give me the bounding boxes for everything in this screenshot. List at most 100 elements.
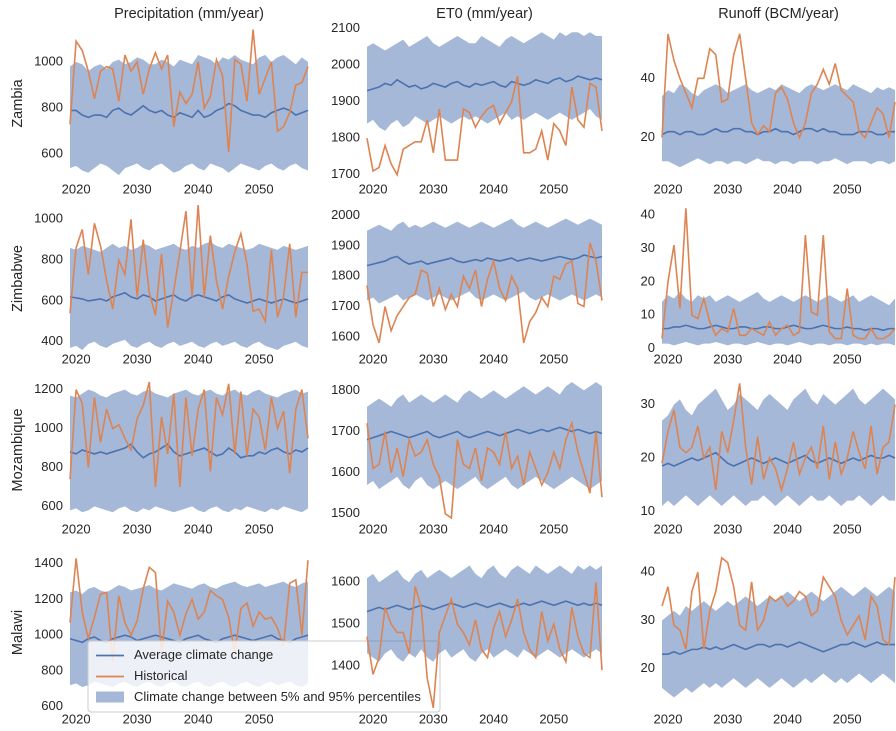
y-tick-label: 800 xyxy=(41,252,63,267)
y-tick-label: 1000 xyxy=(34,420,63,435)
x-tick-label: 2030 xyxy=(713,711,742,726)
x-tick-label: 2050 xyxy=(539,351,568,366)
x-tick-label: 2020 xyxy=(654,521,683,536)
subplot: Malawi 600 800 1000 1200 1400 2020 2030 2040 2050… xyxy=(10,555,441,726)
x-tick-label: 2050 xyxy=(245,351,274,366)
x-tick-label: 2040 xyxy=(479,351,508,366)
x-tick-label: 2020 xyxy=(62,181,91,196)
y-tick-label: 1700 xyxy=(331,298,360,313)
series-line xyxy=(69,381,309,488)
x-tick-label: 2050 xyxy=(245,521,274,536)
y-tick-label: 1900 xyxy=(331,237,360,252)
x-tick-label: 2050 xyxy=(539,521,568,536)
x-tick-label: 2040 xyxy=(184,181,213,196)
x-tick-label: 2030 xyxy=(713,181,742,196)
y-tick-label: 10 xyxy=(641,307,655,322)
subplot: ET0 (mm/year) 1700 1800 1900 2000 2100 2020 203… xyxy=(331,6,603,196)
y-tick-label: 1800 xyxy=(331,268,360,283)
y-tick-label: 1900 xyxy=(331,93,360,108)
subplot-title: Runoff (BCM/year) xyxy=(718,6,839,22)
y-tick-label: 20 xyxy=(641,660,655,675)
x-tick-label: 2030 xyxy=(123,711,152,726)
series-line xyxy=(69,29,309,153)
x-tick-label: 2020 xyxy=(359,181,388,196)
x-tick-label: 2030 xyxy=(123,521,152,536)
legend-swatch xyxy=(96,691,124,703)
y-tick-label: 20 xyxy=(641,129,655,144)
x-tick-label: 2050 xyxy=(245,181,274,196)
legend-label: Climate change between 5% and 95% percen… xyxy=(134,689,421,704)
series-line xyxy=(661,208,896,340)
row-label: Mozambique xyxy=(10,408,26,491)
series-line xyxy=(366,600,603,613)
y-tick-label: 1500 xyxy=(331,505,360,520)
series-line xyxy=(662,641,895,656)
series-line xyxy=(661,127,895,136)
x-tick-label: 2040 xyxy=(479,181,508,196)
y-tick-label: 2100 xyxy=(331,20,360,35)
x-tick-label: 2020 xyxy=(62,711,91,726)
y-tick-label: 20 xyxy=(641,449,655,464)
series-line xyxy=(661,383,896,493)
row-label: Zambia xyxy=(10,78,26,127)
series-line xyxy=(69,291,309,304)
y-tick-label: 1200 xyxy=(34,591,63,606)
x-tick-label: 2040 xyxy=(184,521,213,536)
x-tick-label: 2020 xyxy=(359,351,388,366)
series-line xyxy=(366,254,603,267)
x-tick-label: 2040 xyxy=(479,711,508,726)
series-line xyxy=(366,582,603,708)
x-tick-label: 2030 xyxy=(123,351,152,366)
x-tick-label: 2030 xyxy=(713,521,742,536)
x-tick-label: 2030 xyxy=(419,521,448,536)
legend-label: Historical xyxy=(134,668,188,683)
series-line xyxy=(69,204,308,328)
x-tick-label: 2020 xyxy=(654,711,683,726)
y-tick-label: 2000 xyxy=(331,207,360,222)
x-tick-label: 2030 xyxy=(123,181,152,196)
x-tick-label: 2050 xyxy=(539,181,568,196)
y-tick-label: 1600 xyxy=(331,464,360,479)
y-tick-label: 1600 xyxy=(331,328,360,343)
legend-label: Average climate change xyxy=(134,647,273,662)
x-tick-label: 2030 xyxy=(419,181,448,196)
legend-box xyxy=(87,640,441,713)
x-tick-label: 2040 xyxy=(773,521,802,536)
y-tick-label: 600 xyxy=(41,498,63,513)
y-tick-label: 800 xyxy=(41,662,63,677)
series-line xyxy=(366,242,603,344)
x-tick-label: 2040 xyxy=(773,711,802,726)
y-tick-label: 1800 xyxy=(331,382,360,397)
series-line xyxy=(661,451,896,467)
x-tick-label: 2020 xyxy=(62,351,91,366)
x-tick-label: 2040 xyxy=(184,711,213,726)
y-tick-label: 600 xyxy=(41,292,63,307)
x-tick-label: 2050 xyxy=(539,711,568,726)
y-tick-label: 20 xyxy=(641,273,655,288)
series-line xyxy=(366,75,603,177)
y-tick-label: 1200 xyxy=(34,381,63,396)
y-tick-label: 10 xyxy=(641,503,655,518)
y-tick-label: 1000 xyxy=(34,53,63,68)
percentile-band xyxy=(662,388,895,506)
x-tick-label: 2040 xyxy=(184,351,213,366)
y-tick-label: 30 xyxy=(641,240,655,255)
y-tick-label: 600 xyxy=(41,146,63,161)
x-tick-label: 2030 xyxy=(713,351,742,366)
subplot: 1400 1500 1600 2020 2030 2040 2050 xyxy=(331,565,603,726)
x-tick-label: 2030 xyxy=(419,711,448,726)
y-tick-label: 600 xyxy=(41,698,63,713)
series-line xyxy=(69,443,309,459)
percentile-band xyxy=(367,32,602,131)
x-tick-label: 2020 xyxy=(359,521,388,536)
series-line xyxy=(366,75,603,92)
series-line xyxy=(70,102,309,119)
subplot: 1600 1700 1800 1900 2000 2020 2030 2040 2050 xyxy=(331,207,603,366)
row-label: Zimbabwe xyxy=(10,245,26,312)
y-tick-label: 1500 xyxy=(331,616,360,631)
